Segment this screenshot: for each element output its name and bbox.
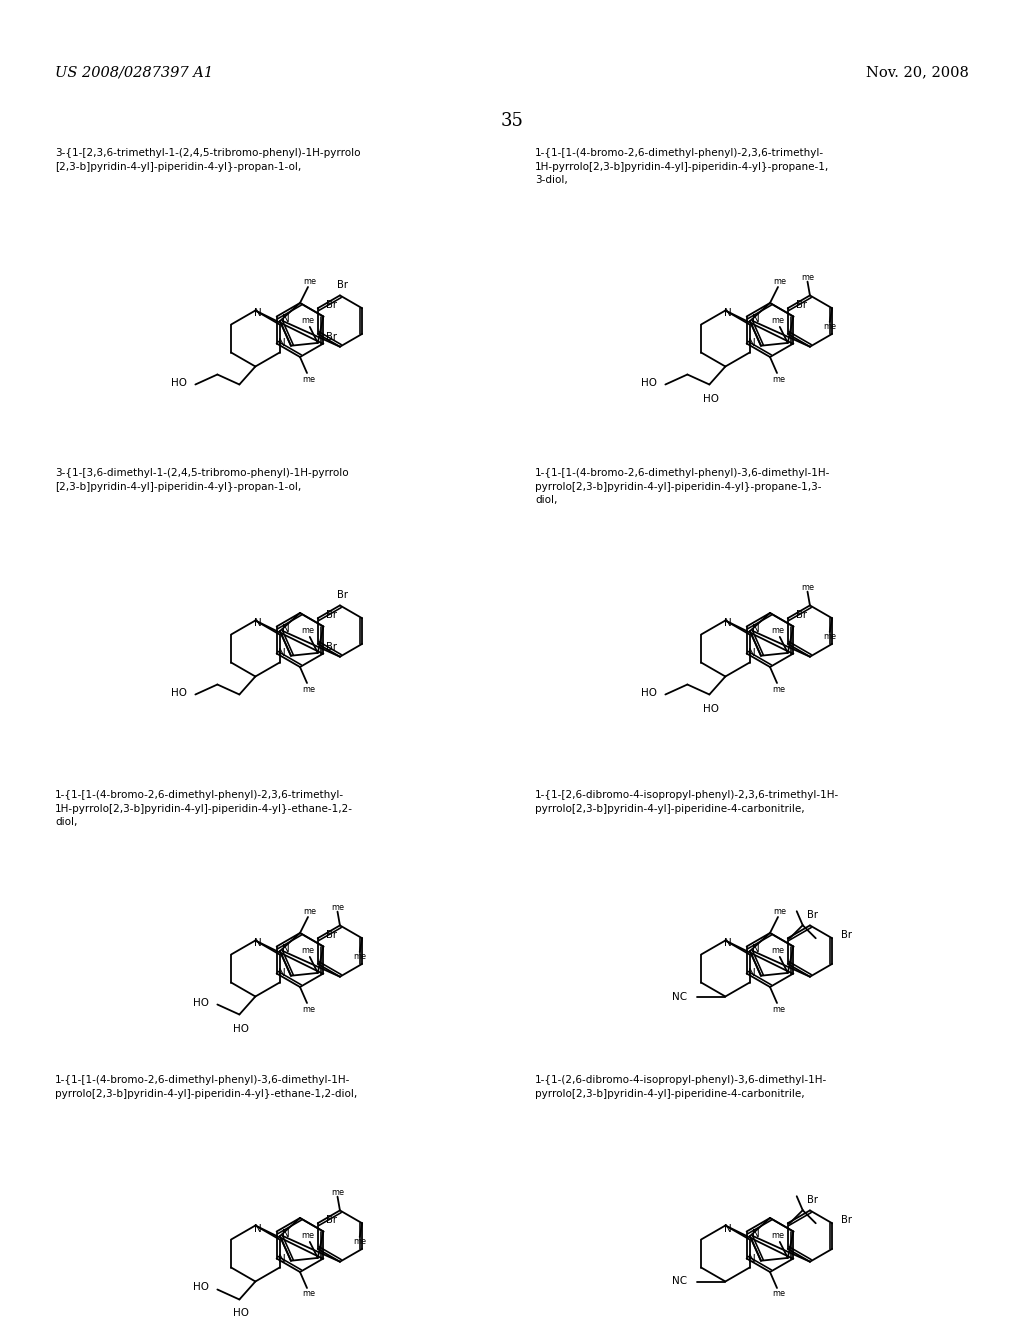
Text: US 2008/0287397 A1: US 2008/0287397 A1 [55, 65, 213, 79]
Text: N: N [254, 309, 261, 318]
Text: N: N [254, 619, 261, 628]
Text: Br: Br [808, 1196, 818, 1205]
Text: N: N [752, 944, 760, 954]
Text: 3-{1-[2,3,6-trimethyl-1-(2,4,5-tribromo-phenyl)-1H-pyrrolo
[2,3-b]pyridin-4-yl]-: 3-{1-[2,3,6-trimethyl-1-(2,4,5-tribromo-… [55, 148, 360, 172]
Text: 3-{1-[3,6-dimethyl-1-(2,4,5-tribromo-phenyl)-1H-pyrrolo
[2,3-b]pyridin-4-yl]-pip: 3-{1-[3,6-dimethyl-1-(2,4,5-tribromo-phe… [55, 469, 348, 491]
Text: Br: Br [797, 610, 807, 620]
Text: me: me [823, 631, 837, 640]
Text: N: N [278, 648, 286, 659]
Text: Br: Br [808, 911, 818, 920]
Text: N: N [748, 1254, 756, 1263]
Text: HO: HO [641, 378, 657, 388]
Text: HO: HO [171, 688, 187, 697]
Text: HO: HO [703, 393, 720, 404]
Text: 1-{1-[1-(4-bromo-2,6-dimethyl-phenyl)-2,3,6-trimethyl-
1H-pyrrolo[2,3-b]pyridin-: 1-{1-[1-(4-bromo-2,6-dimethyl-phenyl)-2,… [535, 148, 829, 185]
Text: NC: NC [673, 1276, 687, 1287]
Text: N: N [282, 314, 290, 325]
Text: HO: HO [194, 1283, 209, 1292]
Text: N: N [254, 1224, 261, 1233]
Text: me: me [771, 946, 784, 956]
Text: N: N [752, 314, 760, 325]
Text: N: N [278, 969, 286, 978]
Text: N: N [724, 939, 731, 949]
Text: N: N [724, 1224, 731, 1233]
Text: Br: Br [327, 300, 337, 310]
Text: me: me [801, 273, 814, 282]
Text: me: me [772, 685, 785, 693]
Text: me: me [301, 946, 314, 956]
Text: 1-{1-[2,6-dibromo-4-isopropyl-phenyl)-2,3,6-trimethyl-1H-
pyrrolo[2,3-b]pyridin-: 1-{1-[2,6-dibromo-4-isopropyl-phenyl)-2,… [535, 789, 840, 813]
Text: 1-{1-(2,6-dibromo-4-isopropyl-phenyl)-3,6-dimethyl-1H-
pyrrolo[2,3-b]pyridin-4-y: 1-{1-(2,6-dibromo-4-isopropyl-phenyl)-3,… [535, 1074, 827, 1098]
Text: HO: HO [194, 998, 209, 1007]
Text: Nov. 20, 2008: Nov. 20, 2008 [866, 65, 969, 79]
Text: N: N [752, 1229, 760, 1239]
Text: HO: HO [233, 1023, 250, 1034]
Text: me: me [772, 1005, 785, 1014]
Text: Br: Br [841, 931, 852, 940]
Text: Br: Br [338, 280, 348, 290]
Text: N: N [748, 969, 756, 978]
Text: me: me [302, 1005, 315, 1014]
Text: me: me [301, 627, 314, 635]
Text: N: N [254, 939, 261, 949]
Text: N: N [748, 338, 756, 348]
Text: me: me [771, 317, 784, 326]
Text: me: me [353, 1237, 367, 1246]
Text: HO: HO [641, 688, 657, 697]
Text: me: me [823, 322, 837, 330]
Text: me: me [301, 1232, 314, 1241]
Text: me: me [302, 685, 315, 693]
Text: Br: Br [327, 1216, 337, 1225]
Text: HO: HO [233, 1308, 250, 1319]
Text: 1-{1-[1-(4-bromo-2,6-dimethyl-phenyl)-3,6-dimethyl-1H-
pyrrolo[2,3-b]pyridin-4-y: 1-{1-[1-(4-bromo-2,6-dimethyl-phenyl)-3,… [55, 1074, 357, 1098]
Text: N: N [278, 338, 286, 348]
Text: Br: Br [797, 300, 807, 310]
Text: me: me [773, 907, 786, 916]
Text: N: N [724, 619, 731, 628]
Text: me: me [303, 276, 316, 285]
Text: N: N [748, 648, 756, 659]
Text: me: me [302, 375, 315, 384]
Text: me: me [772, 375, 785, 384]
Text: HO: HO [703, 704, 720, 714]
Text: me: me [353, 952, 367, 961]
Text: Br: Br [327, 642, 337, 652]
Text: 35: 35 [501, 112, 523, 129]
Text: me: me [302, 1290, 315, 1299]
Text: N: N [724, 309, 731, 318]
Text: N: N [282, 1229, 290, 1239]
Text: me: me [303, 907, 316, 916]
Text: me: me [771, 627, 784, 635]
Text: me: me [773, 276, 786, 285]
Text: me: me [301, 317, 314, 326]
Text: Br: Br [327, 331, 337, 342]
Text: N: N [278, 1254, 286, 1263]
Text: Br: Br [338, 590, 348, 601]
Text: 1-{1-[1-(4-bromo-2,6-dimethyl-phenyl)-2,3,6-trimethyl-
1H-pyrrolo[2,3-b]pyridin-: 1-{1-[1-(4-bromo-2,6-dimethyl-phenyl)-2,… [55, 789, 353, 828]
Text: Br: Br [841, 1216, 852, 1225]
Text: me: me [331, 1188, 344, 1197]
Text: 1-{1-[1-(4-bromo-2,6-dimethyl-phenyl)-3,6-dimethyl-1H-
pyrrolo[2,3-b]pyridin-4-y: 1-{1-[1-(4-bromo-2,6-dimethyl-phenyl)-3,… [535, 469, 830, 506]
Text: Br: Br [327, 931, 337, 940]
Text: me: me [772, 1290, 785, 1299]
Text: me: me [771, 1232, 784, 1241]
Text: N: N [752, 624, 760, 634]
Text: N: N [282, 624, 290, 634]
Text: HO: HO [171, 378, 187, 388]
Text: me: me [331, 903, 344, 912]
Text: me: me [801, 583, 814, 593]
Text: N: N [282, 944, 290, 954]
Text: Br: Br [327, 610, 337, 620]
Text: NC: NC [673, 991, 687, 1002]
